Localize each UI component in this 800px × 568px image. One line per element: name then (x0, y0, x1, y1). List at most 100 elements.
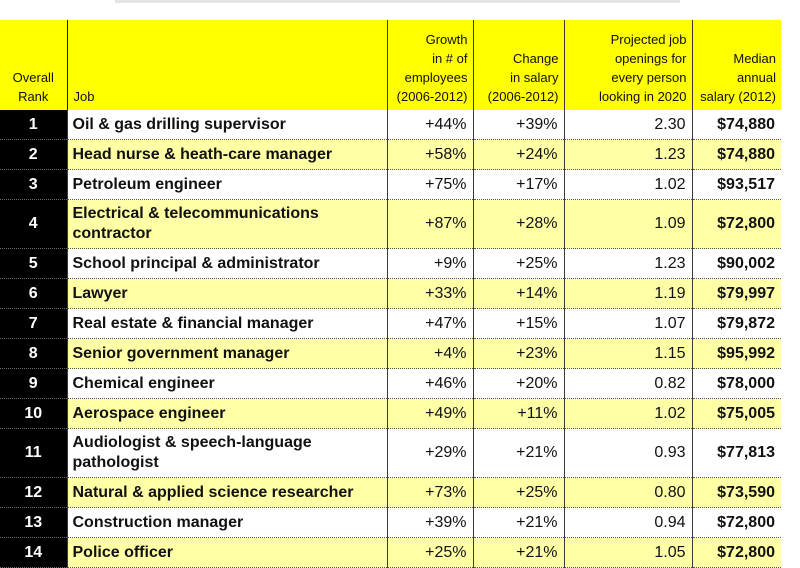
job-cell: Aerospace engineer (66, 398, 387, 429)
jobs-table: Overall Rank Job Growth in # of employees (2… (0, 20, 781, 568)
salary-cell: $75,005 (691, 398, 781, 429)
projected-cell: 1.07 (563, 308, 692, 339)
rank-cell: 4 (0, 199, 67, 249)
job-cell: Senior government manager (66, 338, 387, 369)
table-row: 11 Audiologist & speech-language patholog… (0, 428, 781, 478)
growth-cell: +49% (386, 398, 473, 429)
rank-cell: 8 (0, 338, 67, 369)
change-cell: +25% (472, 248, 564, 279)
change-cell: +39% (472, 110, 564, 140)
rank-cell: 6 (0, 278, 67, 309)
job-cell: Natural & applied science researcher (66, 477, 387, 508)
growth-cell: +29% (386, 428, 473, 478)
rank-cell: 14 (0, 537, 67, 568)
job-cell: Audiologist & speech-language pathologis… (66, 428, 387, 478)
projected-cell: 1.19 (563, 278, 692, 309)
job-cell: Real estate & financial manager (66, 308, 387, 339)
job-cell: Electrical & telecommunications contract… (66, 199, 387, 249)
job-cell: Petroleum engineer (66, 169, 387, 200)
change-cell: +21% (472, 428, 564, 478)
rank-cell: 10 (0, 398, 67, 429)
projected-cell: 1.23 (563, 248, 692, 279)
growth-cell: +73% (386, 477, 473, 508)
change-cell: +28% (472, 199, 564, 249)
growth-cell: +25% (386, 537, 473, 568)
change-cell: +11% (472, 398, 564, 429)
growth-cell: +87% (386, 199, 473, 249)
salary-cell: $90,002 (691, 248, 781, 279)
change-cell: +21% (472, 507, 564, 538)
salary-cell: $95,992 (691, 338, 781, 369)
growth-cell: +9% (386, 248, 473, 279)
growth-cell: +44% (386, 110, 473, 140)
growth-cell: +46% (386, 368, 473, 399)
salary-cell: $93,517 (691, 169, 781, 200)
table-row: 3 Petroleum engineer +75% +17% 1.02 $93,517 (0, 169, 781, 200)
projected-cell: 2.30 (563, 110, 692, 140)
table-row: 13 Construction manager +39% +21% 0.94 $72,80… (0, 507, 781, 538)
projected-cell: 1.05 (563, 537, 692, 568)
salary-cell: $73,590 (691, 477, 781, 508)
projected-cell: 1.15 (563, 338, 692, 369)
header-projected: Projected job openings for every person loo… (563, 20, 692, 110)
projected-cell: 1.02 (563, 169, 692, 200)
salary-cell: $79,872 (691, 308, 781, 339)
salary-cell: $72,800 (691, 537, 781, 568)
table-header-row: Overall Rank Job Growth in # of employees (2… (0, 20, 781, 110)
table-row: 10 Aerospace engineer +49% +11% 1.02 $75,005 (0, 398, 781, 429)
projected-cell: 0.94 (563, 507, 692, 538)
growth-cell: +4% (386, 338, 473, 369)
rank-cell: 12 (0, 477, 67, 508)
job-cell: Police officer (66, 537, 387, 568)
header-job: Job (66, 20, 387, 110)
table-row: 14 Police officer +25% +21% 1.05 $72,800 (0, 537, 781, 568)
projected-cell: 1.23 (563, 139, 692, 170)
job-cell: Head nurse & heath-care manager (66, 139, 387, 170)
top-divider (115, 0, 680, 3)
header-salary: Median annual salary (2012) (691, 20, 781, 110)
change-cell: +24% (472, 139, 564, 170)
projected-cell: 1.09 (563, 199, 692, 249)
salary-cell: $77,813 (691, 428, 781, 478)
change-cell: +20% (472, 368, 564, 399)
table-row: 8 Senior government manager +4% +23% 1.15 $95… (0, 338, 781, 369)
header-change: Change in salary (2006-2012) (472, 20, 564, 110)
table-row: 2 Head nurse & heath-care manager +58% +24%… (0, 139, 781, 170)
table-row: 12 Natural & applied science researcher +7… (0, 477, 781, 508)
growth-cell: +75% (386, 169, 473, 200)
projected-cell: 1.02 (563, 398, 692, 429)
table-row: 7 Real estate & financial manager +47% +15%… (0, 308, 781, 339)
salary-cell: $72,800 (691, 507, 781, 538)
growth-cell: +33% (386, 278, 473, 309)
rank-cell: 3 (0, 169, 67, 200)
salary-cell: $78,000 (691, 368, 781, 399)
change-cell: +25% (472, 477, 564, 508)
projected-cell: 0.80 (563, 477, 692, 508)
growth-cell: +58% (386, 139, 473, 170)
table-row: 5 School principal & administrator +9% +25%… (0, 248, 781, 279)
rank-cell: 7 (0, 308, 67, 339)
header-growth: Growth in # of employees (2006-2012) (386, 20, 473, 110)
table-row: 4 Electrical & telecommunications contrac… (0, 199, 781, 249)
table-row: 1 Oil & gas drilling supervisor +44% +39% 2.… (0, 110, 781, 140)
change-cell: +17% (472, 169, 564, 200)
header-rank: Overall Rank (0, 20, 67, 110)
growth-cell: +47% (386, 308, 473, 339)
change-cell: +15% (472, 308, 564, 339)
salary-cell: $74,880 (691, 139, 781, 170)
rank-cell: 11 (0, 428, 67, 478)
change-cell: +21% (472, 537, 564, 568)
job-cell: Chemical engineer (66, 368, 387, 399)
table-row: 9 Chemical engineer +46% +20% 0.82 $78,000 (0, 368, 781, 399)
rank-cell: 9 (0, 368, 67, 399)
job-cell: Construction manager (66, 507, 387, 538)
salary-cell: $72,800 (691, 199, 781, 249)
salary-cell: $74,880 (691, 110, 781, 140)
change-cell: +14% (472, 278, 564, 309)
growth-cell: +39% (386, 507, 473, 538)
projected-cell: 0.82 (563, 368, 692, 399)
job-cell: School principal & administrator (66, 248, 387, 279)
top-strip (0, 0, 800, 20)
table-row: 6 Lawyer +33% +14% 1.19 $79,997 (0, 278, 781, 309)
rank-cell: 5 (0, 248, 67, 279)
